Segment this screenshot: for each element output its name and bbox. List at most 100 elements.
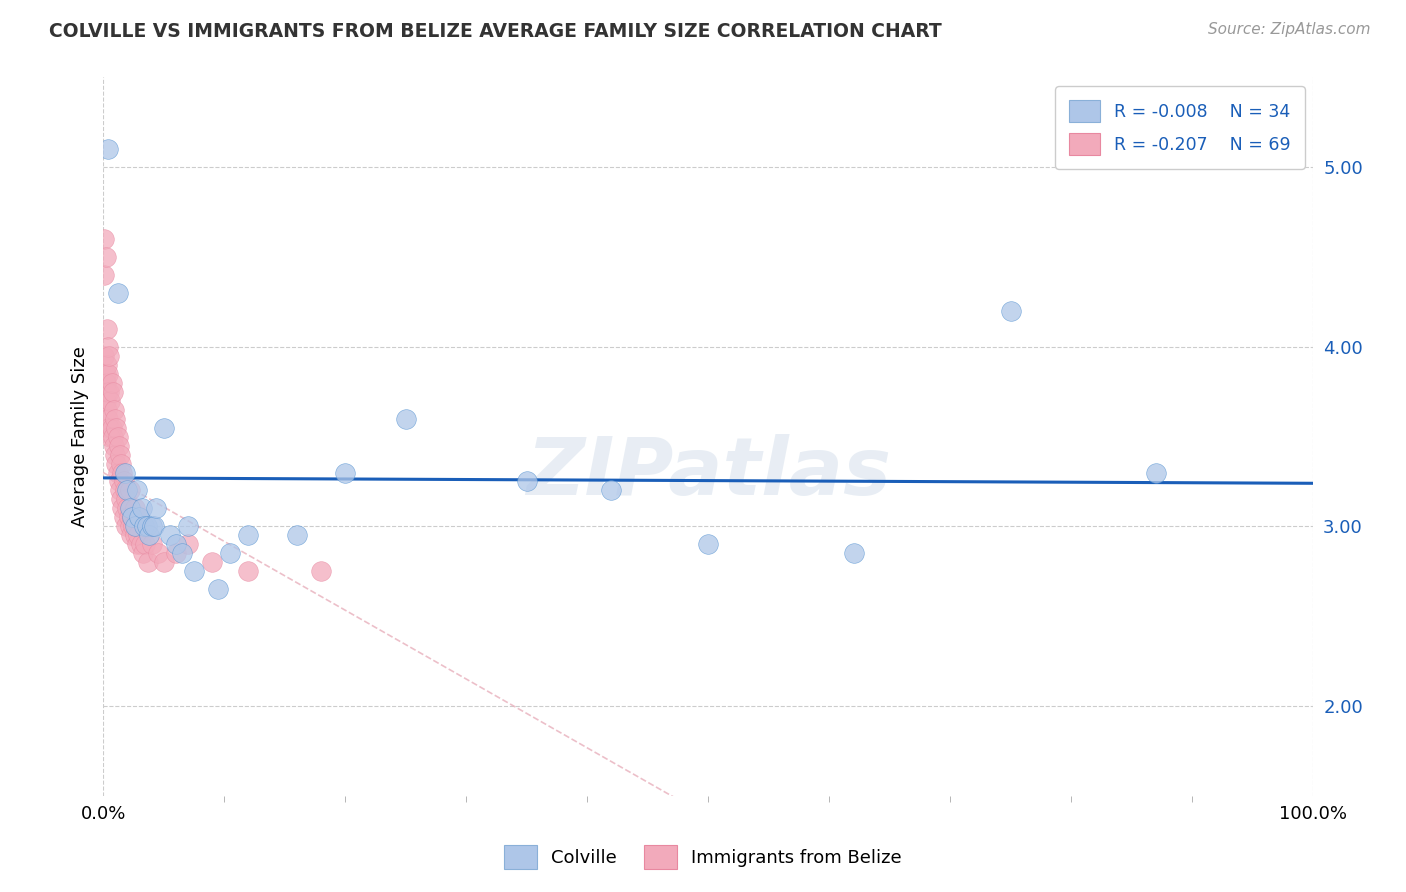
Point bbox=[118, 519, 141, 533]
Point bbox=[98, 420, 121, 434]
Point bbox=[105, 420, 128, 434]
Point bbox=[219, 546, 242, 560]
Point bbox=[124, 528, 146, 542]
Point bbox=[115, 519, 138, 533]
Point bbox=[238, 528, 260, 542]
Point bbox=[159, 528, 181, 542]
Point bbox=[124, 519, 146, 533]
Point bbox=[165, 537, 187, 551]
Point bbox=[842, 546, 865, 560]
Point bbox=[201, 555, 224, 569]
Point bbox=[141, 519, 163, 533]
Point bbox=[96, 402, 118, 417]
Point bbox=[104, 411, 127, 425]
Point bbox=[96, 322, 118, 336]
Text: ZIPatlas: ZIPatlas bbox=[526, 434, 891, 511]
Point bbox=[101, 429, 124, 443]
Point bbox=[117, 501, 139, 516]
Point bbox=[100, 393, 122, 408]
Point bbox=[100, 420, 122, 434]
Point bbox=[141, 537, 163, 551]
Point bbox=[121, 510, 143, 524]
Y-axis label: Average Family Size: Average Family Size bbox=[72, 346, 89, 527]
Point bbox=[165, 546, 187, 560]
Point bbox=[118, 483, 141, 498]
Point bbox=[96, 358, 118, 372]
Point bbox=[134, 519, 156, 533]
Point bbox=[138, 528, 160, 542]
Point bbox=[134, 537, 156, 551]
Point bbox=[117, 483, 139, 498]
Point bbox=[128, 510, 150, 524]
Point bbox=[108, 439, 131, 453]
Point bbox=[238, 564, 260, 578]
Point bbox=[131, 501, 153, 516]
Point bbox=[1144, 466, 1167, 480]
Point bbox=[120, 528, 142, 542]
Point bbox=[600, 483, 623, 498]
Point bbox=[107, 429, 129, 443]
Point bbox=[516, 475, 538, 489]
Point bbox=[177, 537, 200, 551]
Point bbox=[108, 448, 131, 462]
Point bbox=[125, 537, 148, 551]
Point bbox=[115, 492, 138, 507]
Point bbox=[122, 519, 145, 533]
Point bbox=[94, 376, 117, 390]
Point bbox=[97, 340, 120, 354]
Point bbox=[129, 537, 152, 551]
Point bbox=[107, 285, 129, 300]
Point bbox=[97, 411, 120, 425]
Point bbox=[112, 510, 135, 524]
Point bbox=[1000, 304, 1022, 318]
Point bbox=[111, 501, 134, 516]
Point bbox=[107, 466, 129, 480]
Point bbox=[177, 519, 200, 533]
Point bbox=[108, 475, 131, 489]
Point bbox=[183, 564, 205, 578]
Point bbox=[94, 250, 117, 264]
Point bbox=[207, 582, 229, 597]
Point bbox=[93, 349, 115, 363]
Point bbox=[114, 483, 136, 498]
Point bbox=[112, 475, 135, 489]
Point bbox=[110, 457, 132, 471]
Point bbox=[97, 367, 120, 381]
Point bbox=[136, 555, 159, 569]
Point bbox=[97, 142, 120, 156]
Point bbox=[110, 492, 132, 507]
Point bbox=[309, 564, 332, 578]
Text: COLVILLE VS IMMIGRANTS FROM BELIZE AVERAGE FAMILY SIZE CORRELATION CHART: COLVILLE VS IMMIGRANTS FROM BELIZE AVERA… bbox=[49, 22, 942, 41]
Point bbox=[108, 483, 131, 498]
Point bbox=[152, 555, 174, 569]
Point bbox=[105, 457, 128, 471]
Point bbox=[103, 402, 125, 417]
Point bbox=[117, 510, 139, 524]
Point bbox=[395, 411, 418, 425]
Point bbox=[128, 510, 150, 524]
Text: Source: ZipAtlas.com: Source: ZipAtlas.com bbox=[1208, 22, 1371, 37]
Point bbox=[111, 466, 134, 480]
Point bbox=[98, 384, 121, 399]
Point bbox=[103, 439, 125, 453]
Point bbox=[94, 393, 117, 408]
Point bbox=[145, 501, 167, 516]
Point bbox=[697, 537, 720, 551]
Point bbox=[100, 429, 122, 443]
Point bbox=[98, 349, 121, 363]
Point bbox=[121, 510, 143, 524]
Point bbox=[127, 528, 149, 542]
Point bbox=[285, 528, 308, 542]
Point bbox=[170, 546, 193, 560]
Point bbox=[125, 519, 148, 533]
Point bbox=[124, 501, 146, 516]
Point bbox=[93, 232, 115, 246]
Legend: R = -0.008    N = 34, R = -0.207    N = 69: R = -0.008 N = 34, R = -0.207 N = 69 bbox=[1054, 87, 1305, 169]
Point bbox=[101, 384, 124, 399]
Point bbox=[104, 448, 127, 462]
Point bbox=[143, 519, 166, 533]
Legend: Colville, Immigrants from Belize: Colville, Immigrants from Belize bbox=[489, 830, 917, 883]
Point bbox=[132, 546, 155, 560]
Point bbox=[335, 466, 357, 480]
Point bbox=[146, 546, 169, 560]
